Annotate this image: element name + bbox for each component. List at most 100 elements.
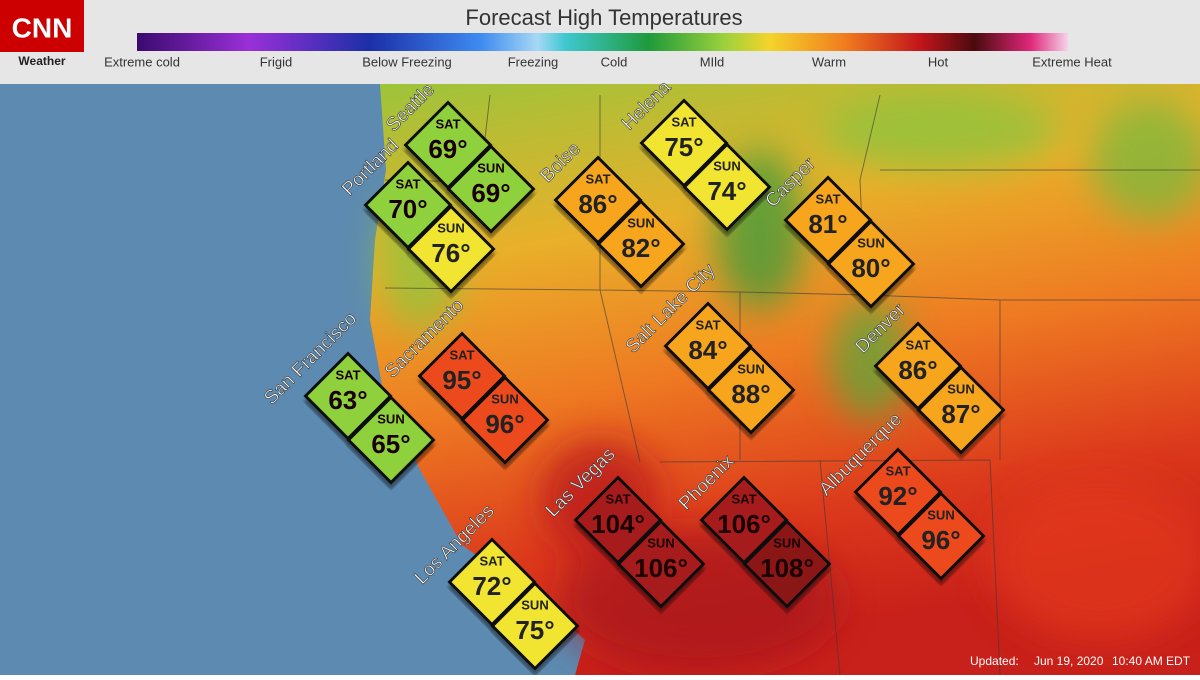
tile (446, 144, 536, 234)
legend-label: Warm (812, 54, 846, 69)
day-label: SAT (695, 317, 720, 332)
temperature: 69° (471, 178, 510, 208)
day-label: SUN (773, 535, 800, 550)
tile (853, 447, 943, 537)
tile (303, 351, 393, 441)
legend-label: Extreme Heat (1032, 54, 1112, 69)
day-label: SUN (647, 535, 674, 550)
temperature: 65° (371, 429, 410, 459)
temperature: 70° (388, 194, 427, 224)
tile (403, 100, 493, 190)
temperature: 86° (898, 355, 937, 385)
day-label: SAT (335, 367, 360, 382)
tile (490, 581, 580, 671)
day-label: SAT (815, 191, 840, 206)
day-label: SAT (585, 171, 610, 186)
tile (417, 331, 507, 421)
tile (783, 175, 873, 265)
temperature: 87° (941, 399, 980, 429)
updated-label: Updated: (970, 654, 1019, 668)
day-label: SAT (905, 337, 930, 352)
temperature: 96° (921, 525, 960, 555)
tile (896, 491, 986, 581)
day-label: SUN (947, 381, 974, 396)
tile (460, 375, 550, 465)
temperature: 69° (428, 134, 467, 164)
temperature: 86° (578, 189, 617, 219)
updated-date: Jun 19, 2020 (1034, 654, 1104, 668)
tile (682, 142, 772, 232)
day-label: SUN (857, 235, 884, 250)
day-label: SAT (731, 491, 756, 506)
temperature: 76° (431, 238, 470, 268)
temperature: 84° (688, 335, 727, 365)
tile (706, 345, 796, 435)
color-scale (137, 33, 1068, 51)
legend-label: Cold (601, 54, 628, 69)
temperature: 82° (621, 233, 660, 263)
title: Forecast High Temperatures (465, 5, 742, 30)
tile (663, 301, 753, 391)
temperature: 75° (515, 615, 554, 645)
day-label: SAT (605, 491, 630, 506)
day-label: SAT (449, 347, 474, 362)
day-label: SUN (627, 215, 654, 230)
day-label: SUN (437, 220, 464, 235)
temperature: 75° (664, 132, 703, 162)
day-label: SUN (521, 597, 548, 612)
day-label: SUN (477, 160, 504, 175)
temperature: 74° (707, 176, 746, 206)
temperature: 63° (328, 385, 367, 415)
temperature: 108° (760, 553, 814, 583)
day-label: SUN (491, 391, 518, 406)
logo-sub: Weather (18, 54, 65, 68)
day-label: SAT (671, 114, 696, 129)
tile (447, 537, 537, 627)
updated-time: 10:40 AM EDT (1112, 654, 1191, 668)
tile (406, 204, 496, 294)
tile (742, 519, 832, 609)
logo: CNN (12, 12, 73, 43)
day-label: SAT (435, 116, 460, 131)
temperature: 96° (485, 409, 524, 439)
tile (553, 155, 643, 245)
tile (639, 98, 729, 188)
temperature: 104° (591, 509, 645, 539)
legend-label: Extreme cold (104, 54, 180, 69)
legend: Extreme cold Frigid Below Freezing Freezing… (104, 54, 1112, 69)
tile (873, 321, 963, 411)
day-label: SUN (737, 361, 764, 376)
tile (596, 199, 686, 289)
tile (346, 395, 436, 485)
temperature: 72° (472, 571, 511, 601)
tile (826, 219, 916, 309)
temperature: 81° (808, 209, 847, 239)
legend-label: Hot (928, 54, 949, 69)
day-label: SUN (927, 507, 954, 522)
temperature: 80° (851, 253, 890, 283)
temperature: 106° (717, 509, 771, 539)
day-label: SUN (713, 158, 740, 173)
temperature: 92° (878, 481, 917, 511)
temperature: 106° (634, 553, 688, 583)
legend-label: MIld (700, 54, 725, 69)
tile (699, 475, 789, 565)
temperature: 95° (442, 365, 481, 395)
tile (363, 160, 453, 250)
day-label: SUN (377, 411, 404, 426)
tile (573, 475, 663, 565)
logo-box (0, 0, 84, 52)
legend-label: Frigid (260, 54, 293, 69)
tile (916, 365, 1006, 455)
legend-label: Below Freezing (362, 54, 452, 69)
temperature: 88° (731, 379, 770, 409)
legend-label: Freezing (508, 54, 559, 69)
day-label: SAT (479, 553, 504, 568)
day-label: SAT (395, 176, 420, 191)
day-label: SAT (885, 463, 910, 478)
